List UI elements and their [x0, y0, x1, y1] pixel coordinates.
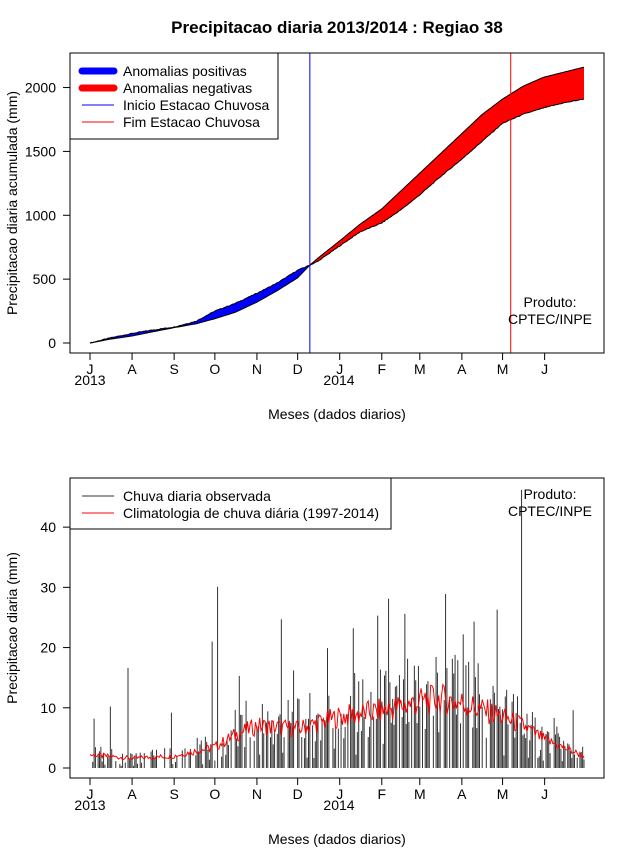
daily-panel: J A S O N D J F M A M J 0 10 20 30 40 2013 2014 Meses (…: [4, 477, 605, 847]
p2-x-tick-label: J: [87, 786, 94, 802]
positive-anomaly-area: [94, 265, 310, 343]
legend-label-climatology: Climatologia de chuva diária (1997-2014): [123, 505, 379, 521]
p2-x-tick-label: J: [541, 786, 548, 802]
p1-x-tick-label: N: [252, 361, 262, 377]
legend-label-fim: Fim Estacao Chuvosa: [123, 114, 260, 130]
legend-label-inicio: Inicio Estacao Chuvosa: [123, 97, 270, 113]
p1-x-tick-label: J: [336, 361, 343, 377]
x-axis-label-2: Meses (dados diarios): [268, 831, 406, 847]
legend-label-negative: Anomalias negativas: [123, 80, 252, 96]
p2-y-tick-label: 20: [40, 640, 56, 656]
p1-x-tick-label: J: [541, 361, 548, 377]
year-label-2013: 2013: [74, 372, 105, 388]
p2-x-tick-label: M: [497, 786, 509, 802]
year-label-2014-b: 2014: [323, 797, 354, 813]
p1-x-tick-label: M: [414, 361, 426, 377]
p2-y-tick-label: 10: [40, 700, 56, 716]
negative-anomaly-area: [309, 67, 584, 266]
p2-y-tick-label: 0: [48, 760, 56, 776]
year-label-2014: 2014: [323, 372, 354, 388]
p2-x-tick-label: O: [209, 786, 220, 802]
p2-x-tick-label: F: [378, 786, 387, 802]
p1-y-tick-label: 500: [33, 271, 57, 287]
p1-y-tick-label: 1000: [25, 207, 56, 223]
p1-x-tick-label: J: [87, 361, 94, 377]
product-annotation-line-2: CPTEC/INPE: [508, 311, 592, 327]
product-annotation-line-1: Produto:: [524, 294, 577, 310]
chart-title: Precipitacao diaria 2013/2014 : Regiao 3…: [171, 18, 503, 37]
y-axis-label-2: Precipitacao diaria (mm): [4, 552, 20, 704]
p1-y-tick-label: 2000: [25, 80, 56, 96]
p1-x-tick-label: F: [378, 361, 387, 377]
product-annotation-2-line-1: Produto:: [524, 486, 577, 502]
p1-y-tick-label: 1500: [25, 143, 56, 159]
climatology-cumulative-line: [89, 66, 585, 344]
p1-x-tick-label: D: [293, 361, 303, 377]
p1-x-tick-label: S: [169, 361, 178, 377]
p1-x-tick-label: O: [209, 361, 220, 377]
p1-x-tick-label: A: [127, 361, 137, 377]
p2-y-tick-label: 30: [40, 579, 56, 595]
legend-label-positive: Anomalias positivas: [123, 63, 247, 79]
p2-x-tick-label: J: [336, 786, 343, 802]
p1-y-tick-label: 0: [48, 335, 56, 351]
legend-box-2: [69, 477, 392, 530]
legend-label-observed: Chuva diaria observada: [123, 488, 271, 504]
p2-x-tick-label: S: [169, 786, 178, 802]
legend-box: [69, 52, 279, 140]
product-annotation-2-line-2: CPTEC/INPE: [508, 503, 592, 519]
p2-x-tick-label: M: [414, 786, 426, 802]
y-axis-label: Precipitacao diaria acumulada (mm): [4, 91, 20, 315]
x-axis-label: Meses (dados diarios): [268, 406, 406, 422]
p2-x-tick-label: A: [127, 786, 137, 802]
legend: Anomalias positivas Anomalias negativas …: [69, 52, 279, 140]
p2-x-tick-label: D: [293, 786, 303, 802]
p2-x-tick-label: A: [457, 786, 467, 802]
p2-x-tick-label: N: [252, 786, 262, 802]
legend-2: Chuva diaria observada Climatologia de c…: [69, 477, 392, 530]
climatology-line: [89, 683, 585, 761]
p2-y-tick-label: 40: [40, 519, 56, 535]
year-label-2013-b: 2013: [74, 797, 105, 813]
p1-x-tick-label: A: [457, 361, 467, 377]
p1-x-tick-label: M: [497, 361, 509, 377]
